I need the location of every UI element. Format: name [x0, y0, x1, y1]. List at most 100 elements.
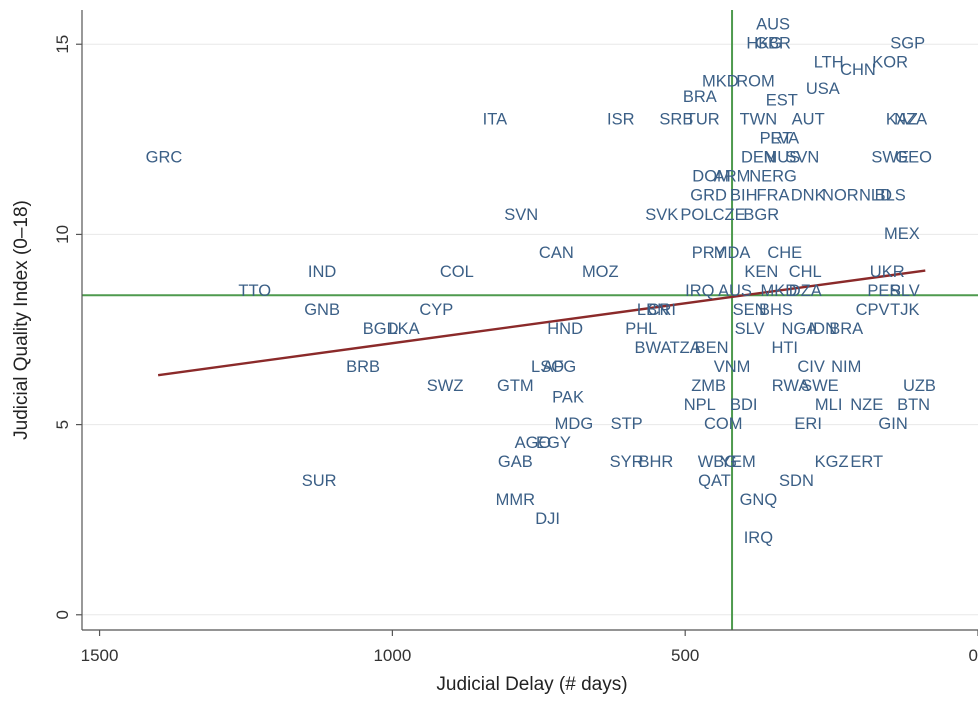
y-tick-label: 15: [53, 35, 72, 54]
point-label: GTM: [497, 377, 534, 395]
point-label: DNK: [791, 187, 826, 205]
point-label: BGR: [743, 206, 779, 224]
point-label: NLD: [859, 187, 892, 205]
x-tick-label: 0: [969, 646, 978, 665]
point-label: TZA: [670, 339, 701, 357]
point-label: FRA: [757, 187, 790, 205]
point-label: MEX: [884, 225, 920, 243]
point-label: AGO: [515, 434, 552, 452]
point-label: BIH: [730, 187, 758, 205]
point-label: COL: [440, 263, 474, 281]
point-label: NOR: [822, 187, 859, 205]
point-label: DEN: [741, 149, 776, 167]
point-label: COM: [704, 415, 743, 433]
y-tick-label: 10: [53, 225, 72, 244]
point-label: POL: [680, 206, 713, 224]
point-label: ROM: [736, 73, 775, 91]
point-label: DOM: [692, 168, 731, 186]
x-tick-label: 1500: [81, 646, 119, 665]
point-label: MMR: [496, 491, 535, 509]
point-label: GBR: [755, 35, 791, 53]
point-label: NGA: [782, 320, 818, 338]
point-label: NERG: [749, 168, 797, 186]
point-label: CHL: [789, 263, 822, 281]
point-label: DZA: [789, 282, 822, 300]
y-tick-label: 5: [53, 420, 72, 429]
point-label: PHL: [625, 320, 657, 338]
gridlines: [82, 43, 978, 616]
point-label: IDN: [809, 320, 837, 338]
point-label: IRQ: [685, 282, 715, 300]
point-label: SDN: [779, 472, 814, 490]
point-label: CRI: [648, 301, 676, 319]
point-label: MKD: [761, 282, 798, 300]
point-label: SWZ: [427, 377, 464, 395]
point-label: BTN: [897, 396, 930, 414]
fit-line-group: [157, 269, 926, 377]
point-label: KAZ: [886, 111, 918, 129]
point-label: CHE: [767, 244, 802, 262]
point-label: ERT: [850, 453, 883, 471]
point-label: GRC: [146, 149, 183, 167]
point-label: PRY: [692, 244, 726, 262]
point-label: CHN: [840, 61, 876, 79]
point-label: CIV: [797, 358, 825, 376]
point-label: BEN: [695, 339, 729, 357]
point-label: TUR: [686, 111, 720, 129]
point-label: LVA: [770, 130, 799, 148]
point-label: BGD: [363, 320, 399, 338]
axes: [76, 10, 978, 636]
point-label: AUS: [718, 282, 752, 300]
point-label: VNM: [714, 358, 751, 376]
point-label: SGP: [890, 35, 925, 53]
point-label: ITA: [483, 111, 507, 129]
point-label: GNQ: [740, 491, 778, 509]
point-label: BRA: [829, 320, 863, 338]
point-label: LBN: [637, 301, 669, 319]
point-label: EST: [766, 92, 798, 110]
point-label: WBG: [698, 453, 737, 471]
x-tick-label: 500: [671, 646, 699, 665]
point-label: GNB: [304, 301, 340, 319]
point-label: GEO: [895, 149, 932, 167]
y-tick-label: 0: [53, 610, 72, 619]
point-label: HKG: [746, 35, 782, 53]
point-label: AFG: [542, 358, 576, 376]
tick-labels: 0 5 10 15 1500 1000 500 0: [53, 35, 978, 665]
point-label: ISR: [607, 111, 635, 129]
point-label: KOR: [872, 54, 908, 72]
point-label: SWE: [871, 149, 909, 167]
point-label: SLV: [890, 282, 920, 300]
point-label: LSO: [531, 358, 564, 376]
point-label: NZE: [850, 396, 883, 414]
point-label: MOZ: [582, 263, 619, 281]
point-label: MDA: [714, 244, 751, 262]
point-label: USA: [806, 80, 840, 98]
point-label: RWA: [772, 377, 810, 395]
point-label: CZE: [713, 206, 746, 224]
point-label: NIM: [831, 358, 861, 376]
point-label: GAB: [498, 453, 533, 471]
reference-lines: [82, 10, 978, 630]
point-label: DJI: [535, 510, 560, 528]
point-label: IND: [308, 263, 337, 281]
point-label: SRB: [659, 111, 693, 129]
point-label: BRA: [683, 88, 717, 106]
point-label: GRD: [690, 187, 727, 205]
point-label: YEM: [720, 453, 756, 471]
fit-line: [157, 269, 926, 377]
point-label: KGZ: [815, 453, 849, 471]
point-label: KEN: [744, 263, 778, 281]
point-label: BDI: [730, 396, 758, 414]
point-label: BLS: [875, 187, 906, 205]
point-label: PER: [867, 282, 901, 300]
x-tick-label: 1000: [373, 646, 411, 665]
point-label: IRQ: [744, 529, 774, 547]
point-label: GIN: [878, 415, 907, 433]
point-label: SLV: [735, 320, 765, 338]
point-label: ZMB: [691, 377, 726, 395]
point-label: BHR: [638, 453, 673, 471]
y-axis-label: Judicial Quality Index (0–18): [11, 200, 32, 440]
point-label: CAN: [539, 244, 574, 262]
